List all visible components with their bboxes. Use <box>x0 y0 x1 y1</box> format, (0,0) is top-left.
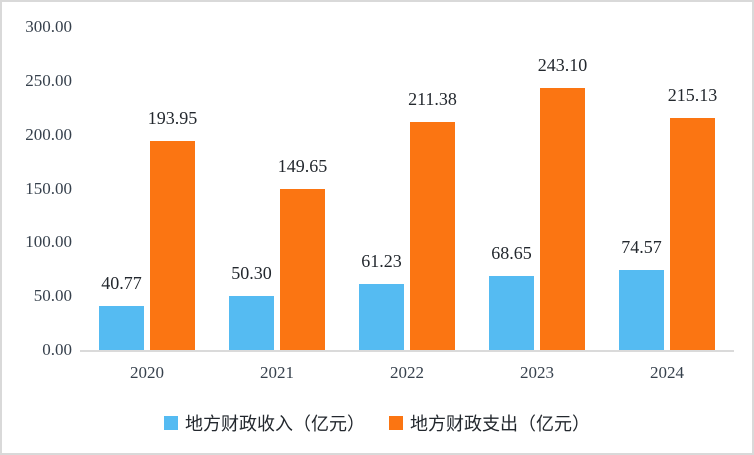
y-axis-tick-label: 300.00 <box>25 17 72 36</box>
bar-expenditure-2022 <box>410 122 455 350</box>
bar-revenue-2022 <box>359 284 404 350</box>
legend-label: 地方财政收入（亿元） <box>185 414 365 434</box>
x-axis-category-label: 2022 <box>390 363 424 382</box>
y-axis-tick-label: 0.00 <box>42 340 72 359</box>
legend-label: 地方财政支出（亿元） <box>410 414 590 434</box>
legend-item-revenue: 地方财政收入（亿元） <box>164 410 365 436</box>
x-axis-category-label: 2020 <box>130 363 164 382</box>
bar-revenue-2023 <box>489 276 534 350</box>
bar-revenue-2020 <box>99 306 144 350</box>
bar-value-label: 243.10 <box>537 55 588 76</box>
y-axis-tick-label: 150.00 <box>25 178 72 198</box>
bar-value-label: 68.65 <box>491 243 532 264</box>
bar-revenue-2024 <box>619 269 664 350</box>
legend: 地方财政收入（亿元） 地方财政支出（亿元） <box>2 410 752 436</box>
bar-expenditure-2020 <box>150 141 195 350</box>
x-axis-line <box>80 350 734 352</box>
x-axis-category-label: 2021 <box>260 363 294 382</box>
legend-swatch-icon <box>164 416 178 430</box>
bar-expenditure-2021 <box>280 188 325 350</box>
bar-value-label: 40.77 <box>101 273 142 294</box>
y-axis-tick-label: 50.00 <box>33 286 72 306</box>
bar-value-label: 211.38 <box>408 89 457 110</box>
x-axis-category-label: 2024 <box>650 363 684 382</box>
bar-expenditure-2024 <box>670 118 715 350</box>
bar-value-label: 215.13 <box>667 85 718 106</box>
bar-expenditure-2023 <box>540 88 585 350</box>
bar-value-label: 50.30 <box>231 262 272 283</box>
bar-value-label: 149.65 <box>277 155 328 176</box>
bar-value-label: 74.57 <box>621 236 662 257</box>
bar-value-label: 61.23 <box>361 251 402 272</box>
legend-swatch-icon <box>389 416 403 430</box>
y-axis-tick-label: 200.00 <box>25 124 72 144</box>
y-axis-tick-label: 100.00 <box>25 232 72 252</box>
bar-value-label: 193.95 <box>147 108 198 129</box>
x-axis-category-label: 2023 <box>520 363 554 382</box>
bar-revenue-2021 <box>229 295 274 350</box>
y-axis-tick-label: 250.00 <box>25 70 72 90</box>
legend-item-expenditure: 地方财政支出（亿元） <box>389 410 590 436</box>
